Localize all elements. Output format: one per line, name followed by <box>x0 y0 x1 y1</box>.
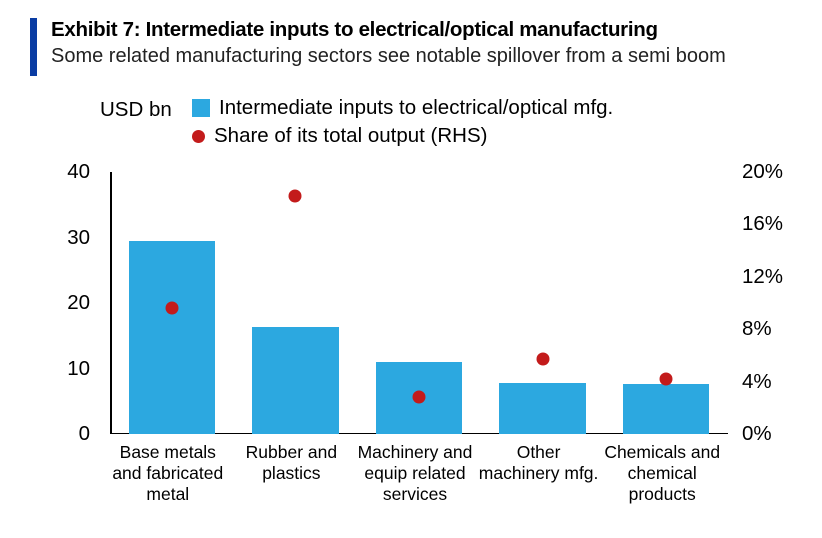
legend: Intermediate inputs to electrical/optica… <box>192 96 613 152</box>
title-block: Exhibit 7: Intermediate inputs to electr… <box>51 18 792 68</box>
exhibit-title: Exhibit 7: Intermediate inputs to electr… <box>51 18 792 42</box>
plot-area: 0102030400%4%8%12%16%20%Base metalsand f… <box>110 172 728 434</box>
bar <box>252 327 339 434</box>
x-tick-label: Chemicals andchemicalproducts <box>597 442 727 505</box>
legend-item: Share of its total output (RHS) <box>192 124 613 148</box>
x-tick-label: Base metalsand fabricatedmetal <box>103 442 233 505</box>
accent-bar <box>30 18 37 76</box>
y-left-tick: 10 <box>67 357 90 381</box>
header: Exhibit 7: Intermediate inputs to electr… <box>30 18 792 76</box>
y-right-tick: 20% <box>742 160 783 184</box>
y-axis-left-label: USD bn <box>100 98 172 122</box>
x-tick-label: Rubber andplastics <box>227 442 357 484</box>
y-right-tick: 12% <box>742 265 783 289</box>
data-dot <box>289 189 302 202</box>
chart: USD bn Intermediate inputs to electrical… <box>36 98 796 514</box>
legend-label: Intermediate inputs to electrical/optica… <box>219 96 613 120</box>
y-right-tick: 0% <box>742 422 772 446</box>
legend-square-icon <box>192 99 210 117</box>
legend-dot-icon <box>192 130 205 143</box>
y-right-tick: 4% <box>742 370 772 394</box>
exhibit-subtitle: Some related manufacturing sectors see n… <box>51 45 792 68</box>
y-axis-line <box>110 172 112 434</box>
data-dot <box>413 391 426 404</box>
y-right-tick: 8% <box>742 317 772 341</box>
bar <box>623 384 710 434</box>
legend-label: Share of its total output (RHS) <box>214 124 487 148</box>
y-left-tick: 30 <box>67 226 90 250</box>
y-left-tick: 0 <box>79 422 90 446</box>
data-dot <box>536 353 549 366</box>
x-tick-label: Machinery andequip relatedservices <box>350 442 480 505</box>
exhibit-container: Exhibit 7: Intermediate inputs to electr… <box>0 0 822 524</box>
bar <box>499 383 586 434</box>
data-dot <box>165 302 178 315</box>
bar <box>129 241 216 434</box>
y-right-tick: 16% <box>742 212 783 236</box>
legend-item: Intermediate inputs to electrical/optica… <box>192 96 613 120</box>
x-tick-label: Othermachinery mfg. <box>474 442 604 484</box>
y-left-tick: 40 <box>67 160 90 184</box>
data-dot <box>660 372 673 385</box>
y-left-tick: 20 <box>67 291 90 315</box>
